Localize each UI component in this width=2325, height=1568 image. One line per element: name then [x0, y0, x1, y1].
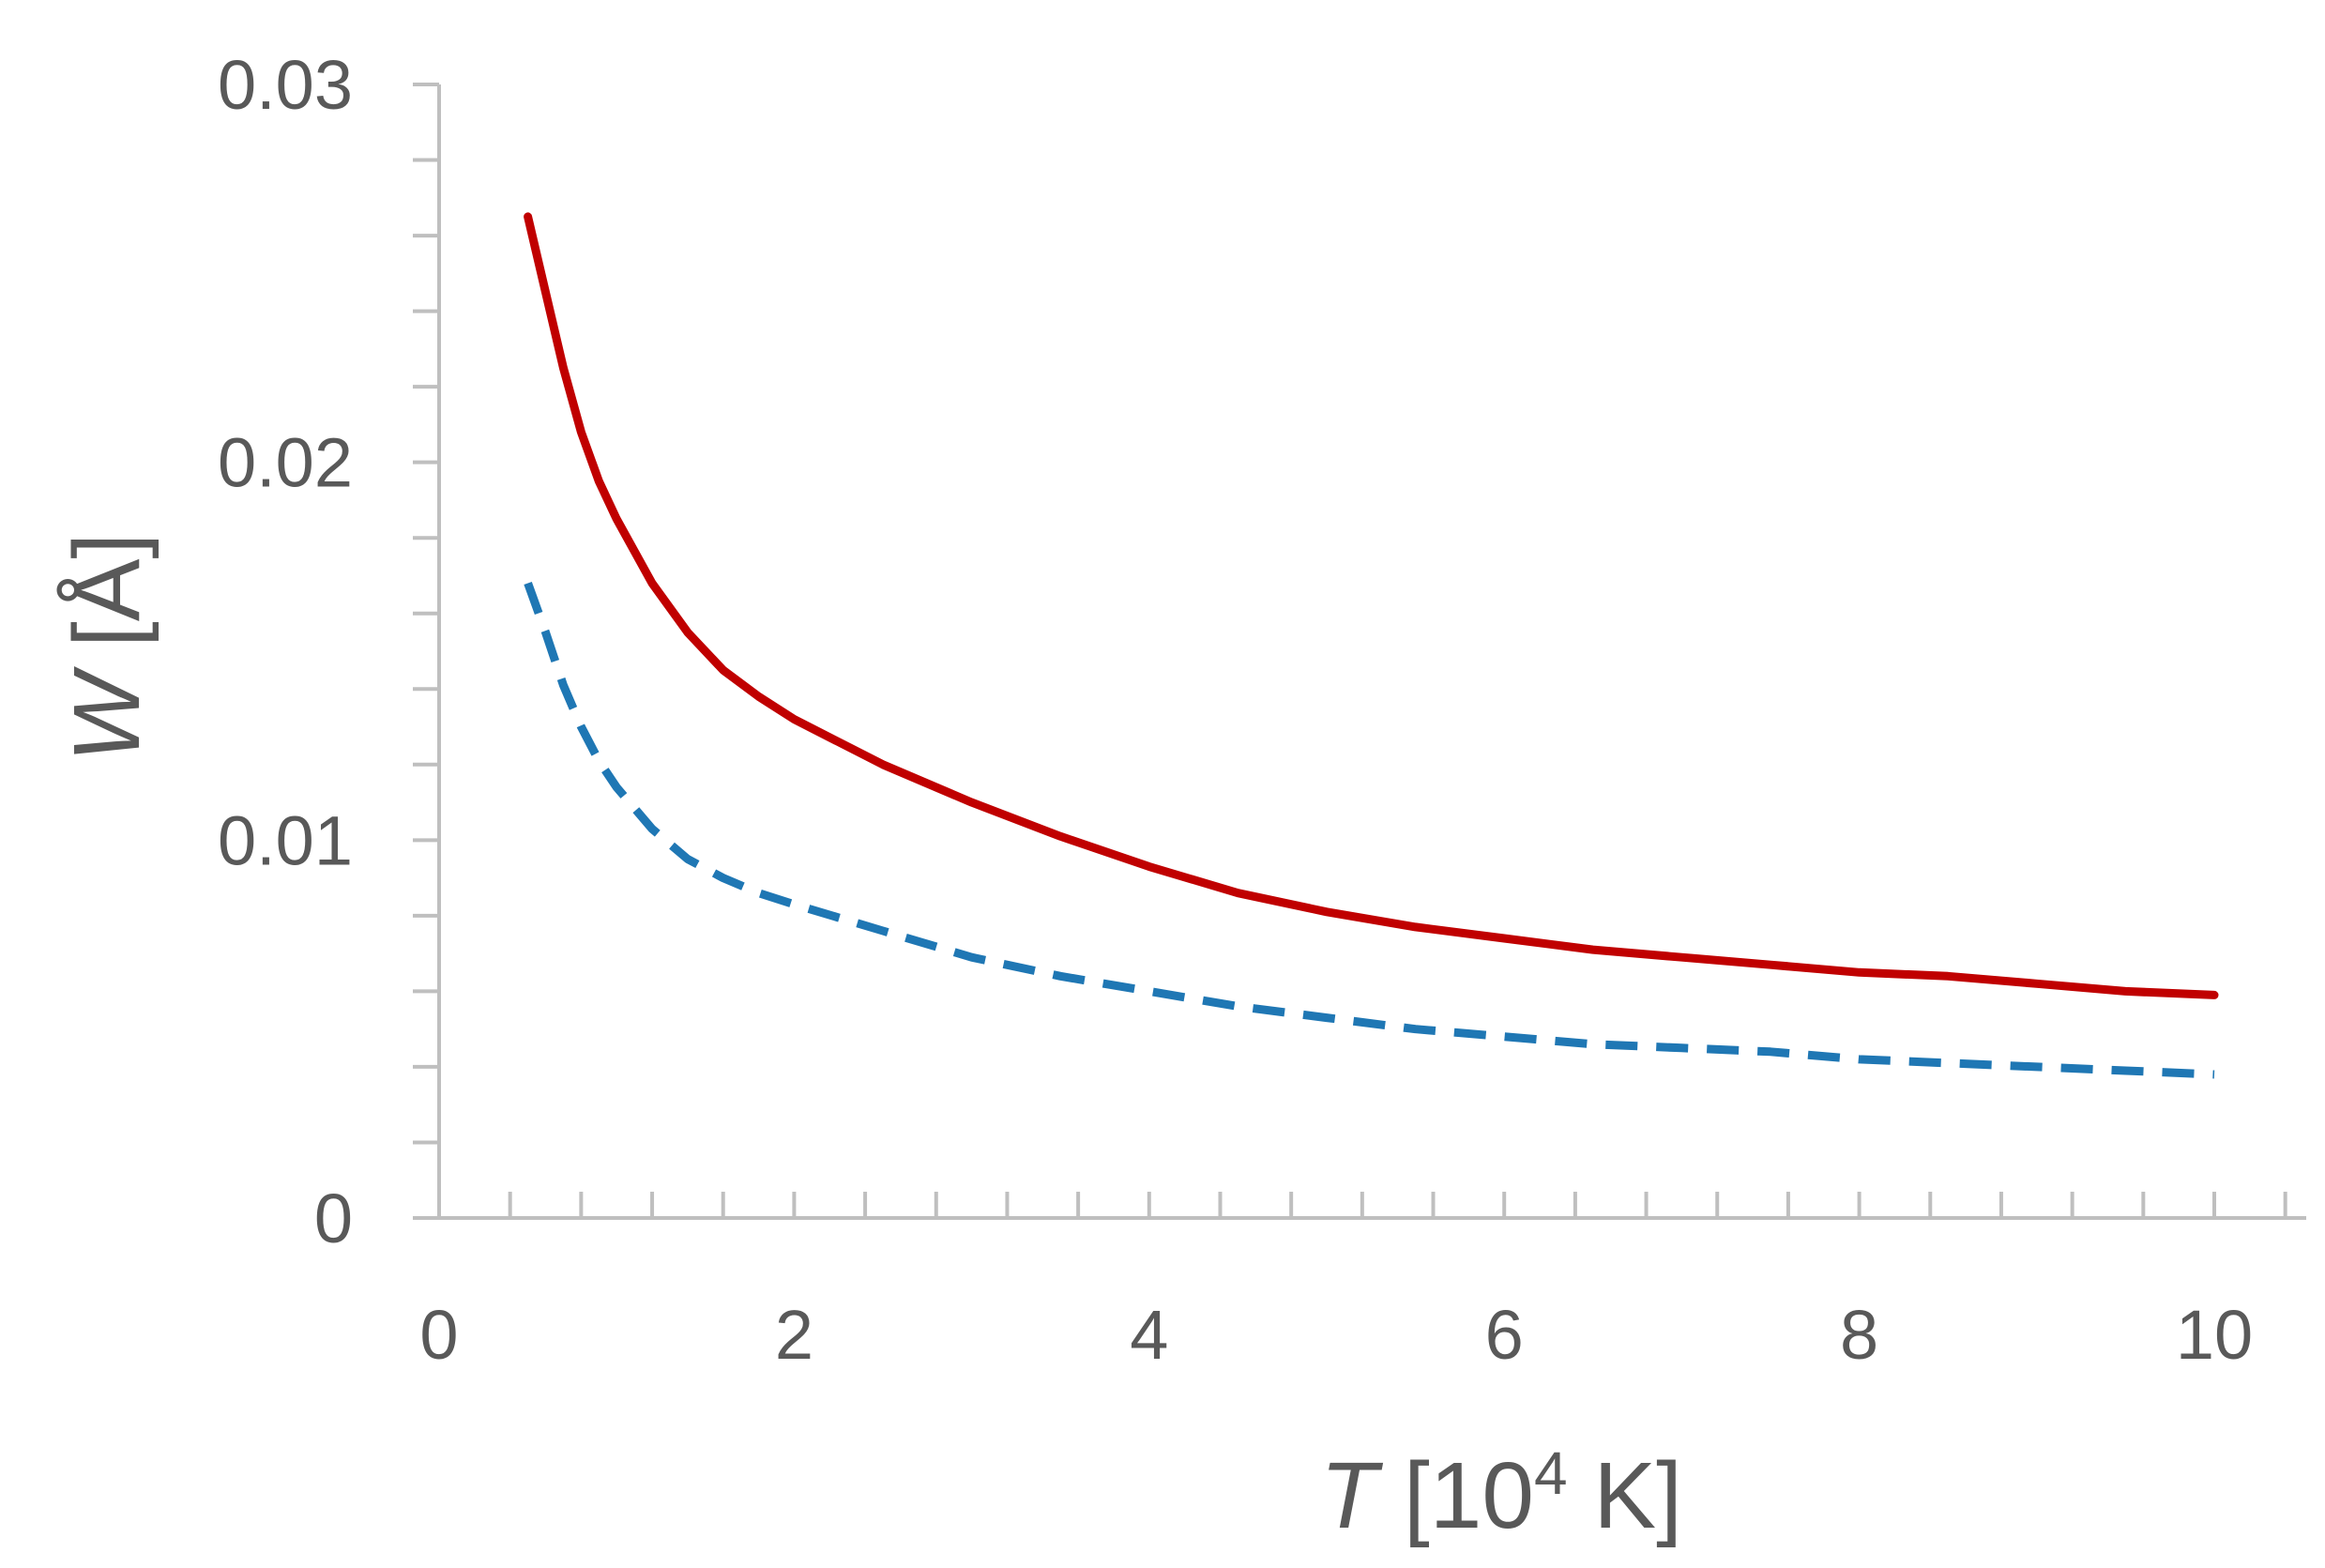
x-tick-label: 10 [2176, 1296, 2253, 1374]
tick-labels: 0 0.01 0.02 0.03 0 2 4 6 8 10 [218, 46, 2253, 1374]
x-tick-label: 0 [419, 1296, 458, 1374]
x-tick-label: 8 [1840, 1296, 1878, 1374]
series-layer [524, 212, 2219, 1079]
y-axis-title: W [Å] [54, 533, 160, 762]
x-axis-title: T [104 K] [1320, 1439, 1682, 1548]
series-dashed-line [524, 581, 2215, 1079]
y-axis-title-var: W [54, 665, 160, 762]
y-tick-label: 0.01 [218, 801, 353, 879]
y-tick-label: 0.02 [218, 424, 353, 502]
x-tick-label: 4 [1130, 1296, 1168, 1374]
x-axis-title-prefix: [10 [1377, 1443, 1534, 1548]
y-axis-title-suffix: [Å] [54, 533, 160, 674]
x-axis-title-var: T [1320, 1443, 1383, 1548]
series-solid-line [524, 212, 2219, 999]
y-tick-label: 0 [314, 1180, 353, 1257]
y-tick-label: 0.03 [218, 46, 353, 124]
x-tick-label: 6 [1485, 1296, 1524, 1374]
x-tick-label: 2 [775, 1296, 813, 1374]
x-axis-title-suffix: K] [1568, 1443, 1682, 1548]
ticks [413, 83, 2287, 1220]
x-axis-title-sup: 4 [1534, 1439, 1568, 1507]
axes [437, 84, 2306, 1220]
